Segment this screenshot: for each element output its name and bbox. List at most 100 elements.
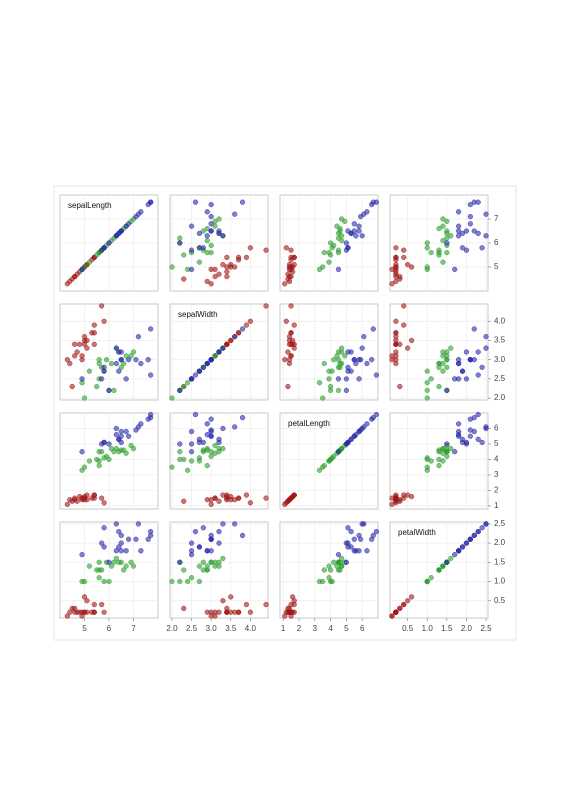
point xyxy=(327,387,334,394)
point xyxy=(101,609,107,615)
point xyxy=(220,521,226,527)
y-tick-label: 5 xyxy=(494,262,499,271)
point xyxy=(86,368,93,374)
point xyxy=(475,199,481,205)
point xyxy=(89,609,95,615)
point xyxy=(335,551,342,558)
x-tick-label: 5 xyxy=(82,624,87,633)
point xyxy=(424,455,430,461)
point xyxy=(247,245,254,251)
point xyxy=(177,559,183,565)
point xyxy=(335,357,342,363)
point xyxy=(342,353,348,359)
point xyxy=(326,458,332,464)
point xyxy=(444,441,450,447)
point xyxy=(181,605,187,612)
point xyxy=(459,230,466,237)
point xyxy=(106,559,112,565)
point xyxy=(436,360,442,367)
point xyxy=(393,278,399,285)
point xyxy=(200,364,206,371)
y-tick-label: 3.5 xyxy=(494,336,506,345)
point xyxy=(351,536,357,542)
point xyxy=(327,240,334,246)
point xyxy=(220,492,226,498)
y-tick-label: 1.0 xyxy=(494,577,506,586)
point xyxy=(138,548,144,554)
point xyxy=(169,464,175,470)
point xyxy=(220,598,226,604)
point xyxy=(169,264,175,270)
point xyxy=(111,559,117,565)
point xyxy=(475,349,481,355)
point xyxy=(121,567,127,573)
point xyxy=(444,449,450,455)
x-tick-label: 0.5 xyxy=(402,624,414,633)
point xyxy=(118,548,124,554)
point xyxy=(96,462,102,469)
point xyxy=(364,548,370,554)
point xyxy=(359,233,365,239)
point xyxy=(326,259,332,265)
point xyxy=(467,213,474,220)
point xyxy=(389,613,395,619)
point xyxy=(113,360,119,367)
point xyxy=(184,578,191,585)
point xyxy=(192,372,199,378)
point xyxy=(208,357,214,363)
point xyxy=(467,536,474,542)
point xyxy=(91,601,97,608)
point xyxy=(121,360,127,367)
point xyxy=(123,563,129,569)
point xyxy=(361,424,367,430)
point xyxy=(99,540,105,546)
y-tick-label: 3.0 xyxy=(494,355,506,364)
point xyxy=(459,544,466,550)
point xyxy=(184,467,191,473)
point xyxy=(177,240,183,246)
point xyxy=(204,462,210,469)
point xyxy=(200,439,206,446)
point xyxy=(130,349,137,355)
point xyxy=(106,387,112,394)
x-tick-label: 2.0 xyxy=(166,624,178,633)
point xyxy=(329,578,335,585)
point xyxy=(289,264,296,270)
point xyxy=(408,337,415,344)
point xyxy=(351,433,357,439)
point xyxy=(444,240,450,246)
point xyxy=(204,445,210,452)
point xyxy=(81,594,88,600)
point xyxy=(64,357,70,363)
point xyxy=(283,245,289,251)
point xyxy=(81,464,88,470)
point xyxy=(123,428,129,435)
point xyxy=(288,257,294,263)
point xyxy=(118,228,124,234)
point xyxy=(76,493,83,500)
point xyxy=(99,303,105,309)
point xyxy=(483,233,489,239)
point xyxy=(345,525,351,531)
point xyxy=(208,548,214,554)
point xyxy=(467,221,474,227)
point xyxy=(96,357,102,363)
x-tick-label: 3 xyxy=(313,624,318,633)
point xyxy=(356,223,362,229)
point xyxy=(79,613,85,619)
point xyxy=(444,559,450,565)
x-tick-label: 6 xyxy=(360,624,365,633)
point xyxy=(444,218,450,225)
point xyxy=(424,245,430,251)
point xyxy=(169,395,175,401)
point xyxy=(84,598,90,604)
point xyxy=(283,318,289,324)
point xyxy=(483,211,489,217)
point xyxy=(338,345,345,351)
point xyxy=(72,341,78,347)
point xyxy=(208,201,214,208)
point xyxy=(212,353,218,359)
x-tick-label: 1 xyxy=(281,624,286,633)
point xyxy=(471,532,477,539)
